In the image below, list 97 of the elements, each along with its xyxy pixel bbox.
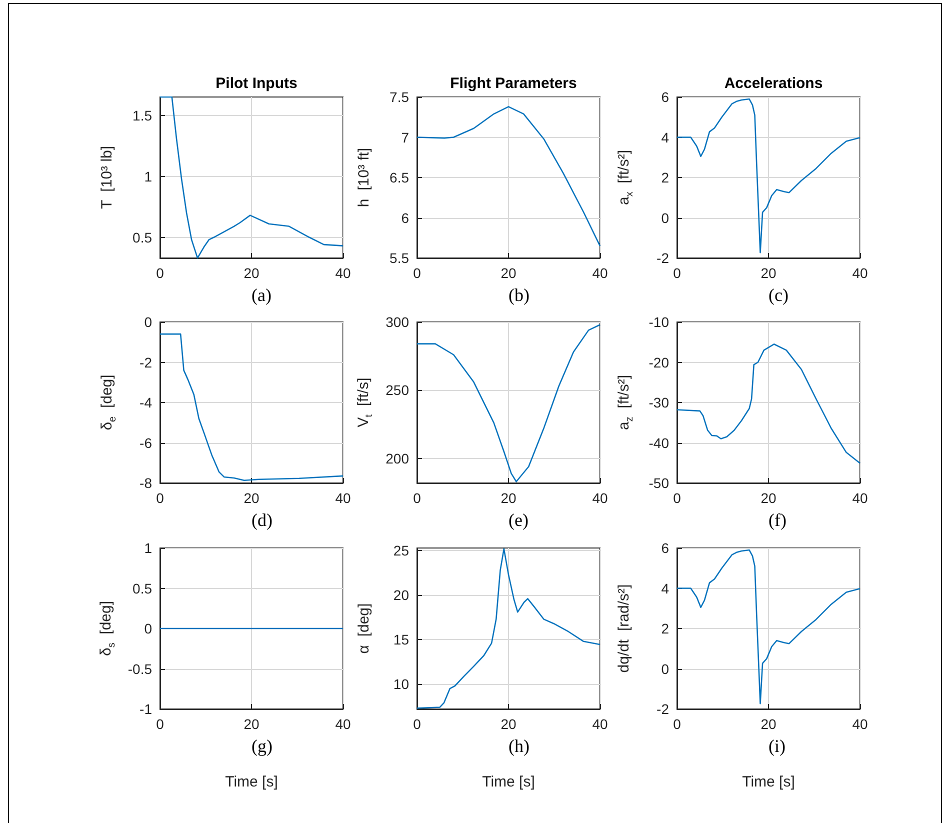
y-axis-title: Vt [ft/s] [355,378,376,428]
y-axis-title: dq/dt [rad/s²] [616,584,632,673]
y-tick-label: 1.5 [132,107,152,124]
line-series [416,548,601,709]
y-tick-label: -30 [648,394,670,410]
x-tick-label: 0 [673,716,682,732]
y-tick-label: 0 [661,660,670,677]
x-tick-label: 20 [760,716,776,732]
text: (e) [508,510,528,530]
y-tick-label: 25 [393,542,410,559]
y-tick-label: 2 [661,620,670,636]
x-tick-label: 40 [335,490,351,506]
y-axis-title: ax [ft/s²] [616,150,636,206]
text: (f) [768,510,786,530]
y-tick-label: -1 [140,701,152,717]
y-axis-title: T [10³ lb] [98,146,116,210]
y-tick-label: 6 [401,210,410,226]
x-tick-label: 40 [335,716,351,732]
y-tick-label: 6 [661,89,670,105]
x-tick-label: 20 [500,716,516,732]
x-tick-label: 0 [673,265,682,281]
x-tick-label: 20 [244,490,260,506]
x-tick-label: 20 [244,716,260,732]
y-tick-label: 1 [144,540,152,556]
text: (i) [768,736,786,756]
x-tick-label: 20 [760,490,776,506]
line-series [159,333,344,482]
y-axis-title: δe [deg] [98,374,118,430]
y-tick-label: 15 [393,632,410,648]
y-axis-title: az [ft/s²] [616,374,636,430]
y-tick-label: -50 [648,475,670,491]
y-tick-label: 10 [393,676,410,692]
text: (b) [508,285,530,305]
y-tick-label: 200 [386,450,410,466]
x-tick-label: 0 [156,265,164,281]
chart-title: Pilot Inputs [216,75,298,92]
x-tick-label: 40 [592,490,608,506]
y-tick-label: 300 [386,314,410,330]
x-tick-label: 0 [673,490,682,506]
y-tick-label: -2 [656,701,670,717]
y-tick-label: -10 [648,314,670,330]
y-tick-label: -2 [140,354,152,370]
y-axis-title: α [deg] [356,603,372,654]
y-tick-label: -0.5 [128,660,152,677]
x-tick-label: 40 [592,716,608,732]
y-tick-label: -2 [656,250,670,266]
y-axis-title: δs [deg] [97,600,118,656]
x-tick-label: 40 [335,265,351,281]
y-tick-label: -6 [140,434,152,451]
x-axis-title: Time [s] [225,774,278,790]
y-tick-label: 4 [661,580,670,596]
y-tick-label: 0.5 [132,229,152,246]
y-tick-label: 0 [144,314,152,330]
y-axis-title: h [10³ ft] [356,148,372,208]
y-tick-label: 6 [661,540,670,556]
x-tick-label: 0 [413,716,422,732]
chart-title: Accelerations [724,75,823,92]
y-tick-label: -4 [140,394,152,410]
y-tick-label: 2 [661,170,670,186]
text: (h) [508,736,530,756]
y-tick-label: -20 [648,354,670,370]
y-tick-label: 0 [661,210,670,226]
line-series [159,96,344,259]
y-tick-label: 250 [386,382,410,398]
x-tick-label: 0 [413,490,422,506]
line-series [416,106,601,247]
y-tick-label: 5.5 [390,250,410,266]
x-tick-label: 40 [852,265,868,281]
y-tick-label: 0 [144,620,152,636]
y-tick-label: 1 [144,168,152,184]
x-axis-title: Time [s] [742,774,795,790]
text: (a) [251,285,272,305]
x-tick-label: 40 [592,265,608,281]
x-tick-label: 0 [413,265,422,281]
x-tick-label: 0 [156,490,164,506]
text: (d) [251,510,272,530]
x-tick-label: 20 [500,265,516,281]
y-tick-label: -8 [140,475,152,491]
x-tick-label: 0 [156,716,164,732]
y-tick-label: 4 [661,129,670,146]
line-series [676,343,861,464]
chart-title: Flight Parameters [450,75,577,92]
text: (g) [251,736,272,756]
x-axis-title: Time [s] [482,774,535,790]
y-tick-label: -40 [648,434,670,451]
x-tick-label: 40 [852,716,868,732]
y-tick-label: 20 [393,587,410,604]
x-tick-label: 20 [244,265,260,281]
x-tick-label: 20 [500,490,516,506]
y-tick-label: 0.5 [132,580,152,596]
line-series [416,324,601,482]
x-tick-label: 40 [852,490,868,506]
y-tick-label: 6.5 [390,170,410,186]
text: (c) [768,285,788,305]
y-tick-label: 7.5 [390,89,410,105]
x-tick-label: 20 [760,265,776,281]
y-tick-label: 7 [401,129,410,146]
